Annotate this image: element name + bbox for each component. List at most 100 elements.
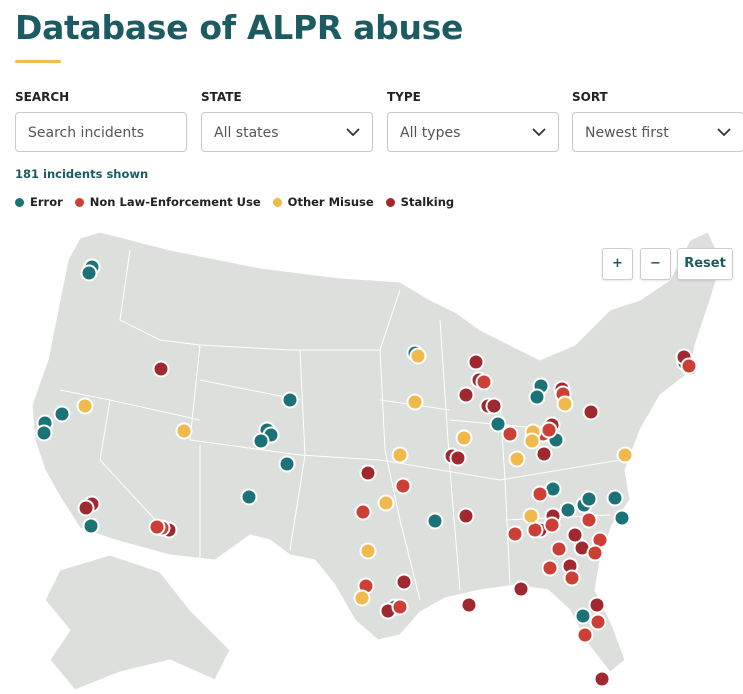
map bbox=[31, 231, 723, 691]
incident-marker[interactable] bbox=[616, 446, 634, 464]
incident-marker[interactable] bbox=[252, 432, 270, 450]
incident-marker[interactable] bbox=[540, 421, 558, 439]
incident-marker[interactable] bbox=[576, 626, 594, 644]
filter-label: SORT bbox=[572, 90, 608, 104]
chevron bbox=[346, 128, 360, 137]
incident-marker[interactable] bbox=[467, 353, 485, 371]
incident-marker[interactable] bbox=[152, 360, 170, 378]
legend-item[interactable]: Other Misuse bbox=[272, 195, 374, 209]
incident-marker[interactable] bbox=[77, 499, 95, 517]
legend: Error Non Law-Enforcement Use Other Misuse… bbox=[15, 195, 454, 209]
incident-marker[interactable] bbox=[395, 573, 413, 591]
incident-marker[interactable] bbox=[541, 559, 559, 577]
select-value: Newest first bbox=[585, 125, 669, 141]
select-value: All states bbox=[214, 125, 279, 141]
incident-marker[interactable] bbox=[680, 357, 698, 375]
incident-marker[interactable] bbox=[574, 607, 592, 625]
alaska bbox=[44, 554, 231, 691]
incident-marker[interactable] bbox=[148, 518, 166, 536]
incident-marker[interactable] bbox=[506, 525, 524, 543]
incident-marker[interactable] bbox=[278, 455, 296, 473]
select[interactable]: Newest first bbox=[572, 112, 743, 152]
incident-marker[interactable] bbox=[613, 509, 631, 527]
incident-marker[interactable] bbox=[449, 449, 467, 467]
incident-marker[interactable] bbox=[377, 494, 395, 512]
incident-marker[interactable] bbox=[53, 405, 71, 423]
incident-marker[interactable] bbox=[426, 512, 444, 530]
incident-marker[interactable] bbox=[580, 511, 598, 529]
select[interactable]: All states bbox=[201, 112, 373, 152]
page-title: Database of ALPR abuse bbox=[15, 8, 464, 47]
legend-label: Other Misuse bbox=[287, 195, 374, 209]
filter-label: SEARCH bbox=[15, 90, 70, 104]
incident-marker[interactable] bbox=[589, 613, 607, 631]
incident-marker[interactable] bbox=[455, 429, 473, 447]
incident-marker[interactable] bbox=[531, 485, 549, 503]
incident-marker[interactable] bbox=[240, 488, 258, 506]
incident-marker[interactable] bbox=[80, 264, 98, 282]
incident-marker[interactable] bbox=[580, 490, 598, 508]
incident-marker[interactable] bbox=[526, 521, 544, 539]
incident-marker[interactable] bbox=[588, 596, 606, 614]
incident-marker[interactable] bbox=[535, 445, 553, 463]
legend-dot bbox=[15, 197, 24, 207]
incident-marker[interactable] bbox=[512, 580, 530, 598]
incident-marker[interactable] bbox=[559, 501, 577, 519]
incident-marker[interactable] bbox=[563, 569, 581, 587]
legend-item[interactable]: Non Law-Enforcement Use bbox=[74, 195, 261, 209]
chevron bbox=[532, 128, 546, 137]
incident-marker[interactable] bbox=[175, 422, 193, 440]
legend-dot bbox=[74, 197, 84, 207]
incident-marker[interactable] bbox=[485, 397, 503, 415]
title-underline bbox=[15, 60, 61, 63]
incident-marker[interactable] bbox=[528, 388, 546, 406]
incident-marker[interactable] bbox=[394, 477, 412, 495]
incident-marker[interactable] bbox=[523, 432, 541, 450]
incident-marker[interactable] bbox=[566, 526, 584, 544]
chevron-path bbox=[346, 128, 360, 137]
chevron bbox=[717, 128, 731, 137]
incident-marker[interactable] bbox=[475, 373, 493, 391]
incident-marker[interactable] bbox=[550, 540, 568, 558]
incident-marker[interactable] bbox=[606, 489, 624, 507]
incident-marker[interactable] bbox=[391, 446, 409, 464]
incident-marker[interactable] bbox=[522, 507, 540, 525]
map-button[interactable]: − bbox=[640, 248, 671, 280]
legend-label: Error bbox=[30, 195, 63, 209]
incident-marker[interactable] bbox=[593, 670, 611, 688]
select[interactable]: All types bbox=[387, 112, 559, 152]
chevron-path bbox=[532, 128, 546, 137]
incident-marker[interactable] bbox=[359, 464, 377, 482]
incident-marker[interactable] bbox=[281, 391, 299, 409]
legend-item[interactable]: Error bbox=[15, 195, 63, 209]
incident-marker[interactable] bbox=[35, 424, 53, 442]
incident-marker[interactable] bbox=[501, 425, 519, 443]
legend-dot bbox=[385, 197, 395, 207]
incident-marker[interactable] bbox=[508, 450, 526, 468]
map-button[interactable]: Reset bbox=[677, 248, 733, 280]
legend-item[interactable]: Stalking bbox=[385, 195, 454, 209]
incident-marker[interactable] bbox=[82, 517, 100, 535]
incident-marker[interactable] bbox=[489, 415, 507, 433]
incident-marker[interactable] bbox=[556, 395, 574, 413]
chevron-path bbox=[717, 128, 731, 137]
incident-marker[interactable] bbox=[409, 347, 427, 365]
incident-marker[interactable] bbox=[582, 403, 600, 421]
filter-label: STATE bbox=[201, 90, 242, 104]
search-input[interactable]: Search incidents bbox=[15, 112, 187, 152]
incident-marker[interactable] bbox=[457, 507, 475, 525]
incident-marker[interactable] bbox=[354, 503, 372, 521]
incident-marker[interactable] bbox=[391, 598, 409, 616]
incident-marker[interactable] bbox=[543, 516, 561, 534]
incident-marker[interactable] bbox=[353, 589, 371, 607]
incident-marker[interactable] bbox=[359, 542, 377, 560]
legend-label: Non Law-Enforcement Use bbox=[89, 195, 261, 209]
incident-marker[interactable] bbox=[76, 397, 94, 415]
incident-count: 181 incidents shown bbox=[15, 167, 149, 181]
incident-marker[interactable] bbox=[406, 393, 424, 411]
incident-marker[interactable] bbox=[460, 596, 478, 614]
map-button[interactable]: + bbox=[602, 248, 633, 280]
incident-marker[interactable] bbox=[457, 386, 475, 404]
incident-marker[interactable] bbox=[586, 544, 604, 562]
